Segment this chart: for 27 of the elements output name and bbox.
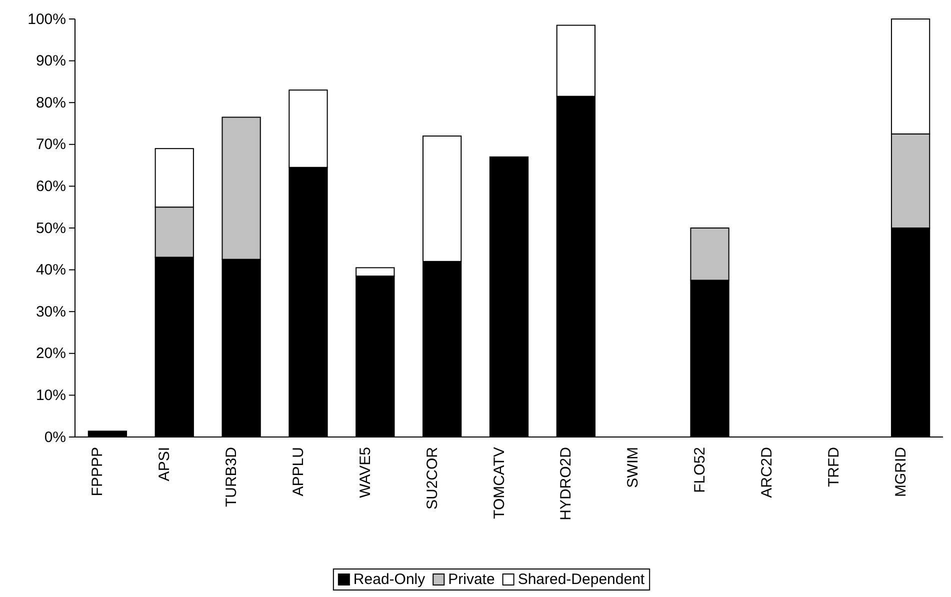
y-tick-label: 30% bbox=[36, 303, 66, 320]
x-tick-label: WAVE5 bbox=[356, 447, 374, 498]
x-tick-label: HYDRO2D bbox=[558, 446, 575, 520]
x-tick-label: MGRID bbox=[892, 446, 910, 497]
y-tick-label: 60% bbox=[36, 178, 66, 195]
x-tick-label: FPPPP bbox=[89, 447, 106, 496]
legend-label: Private bbox=[448, 571, 495, 588]
x-tick-label: TURB3D bbox=[223, 446, 240, 508]
x-tick-label: SWIM bbox=[624, 447, 642, 488]
x-tick-label: TRFD bbox=[825, 446, 842, 487]
x-tick-label: APSI bbox=[156, 447, 174, 482]
y-tick-label: 80% bbox=[36, 94, 66, 112]
legend-label: Shared-Dependent bbox=[518, 571, 646, 588]
legend-label: Read-Only bbox=[353, 571, 426, 588]
y-tick-label: 0% bbox=[44, 428, 66, 446]
x-tick-label: FLO52 bbox=[692, 447, 709, 493]
y-tick-label: 90% bbox=[36, 52, 66, 70]
x-tick-label: TOMCATV bbox=[490, 447, 508, 519]
y-tick-label: 70% bbox=[36, 136, 66, 154]
x-tick-label: APPLU bbox=[290, 447, 307, 496]
y-tick-label: 20% bbox=[36, 345, 66, 362]
x-tick-label: ARC2D bbox=[758, 446, 776, 498]
y-tick-label: 100% bbox=[28, 10, 66, 28]
y-tick-label: 40% bbox=[36, 262, 66, 279]
x-tick-label: SU2COR bbox=[424, 446, 441, 510]
y-tick-label: 50% bbox=[36, 220, 66, 237]
y-tick-label: 10% bbox=[36, 387, 66, 404]
